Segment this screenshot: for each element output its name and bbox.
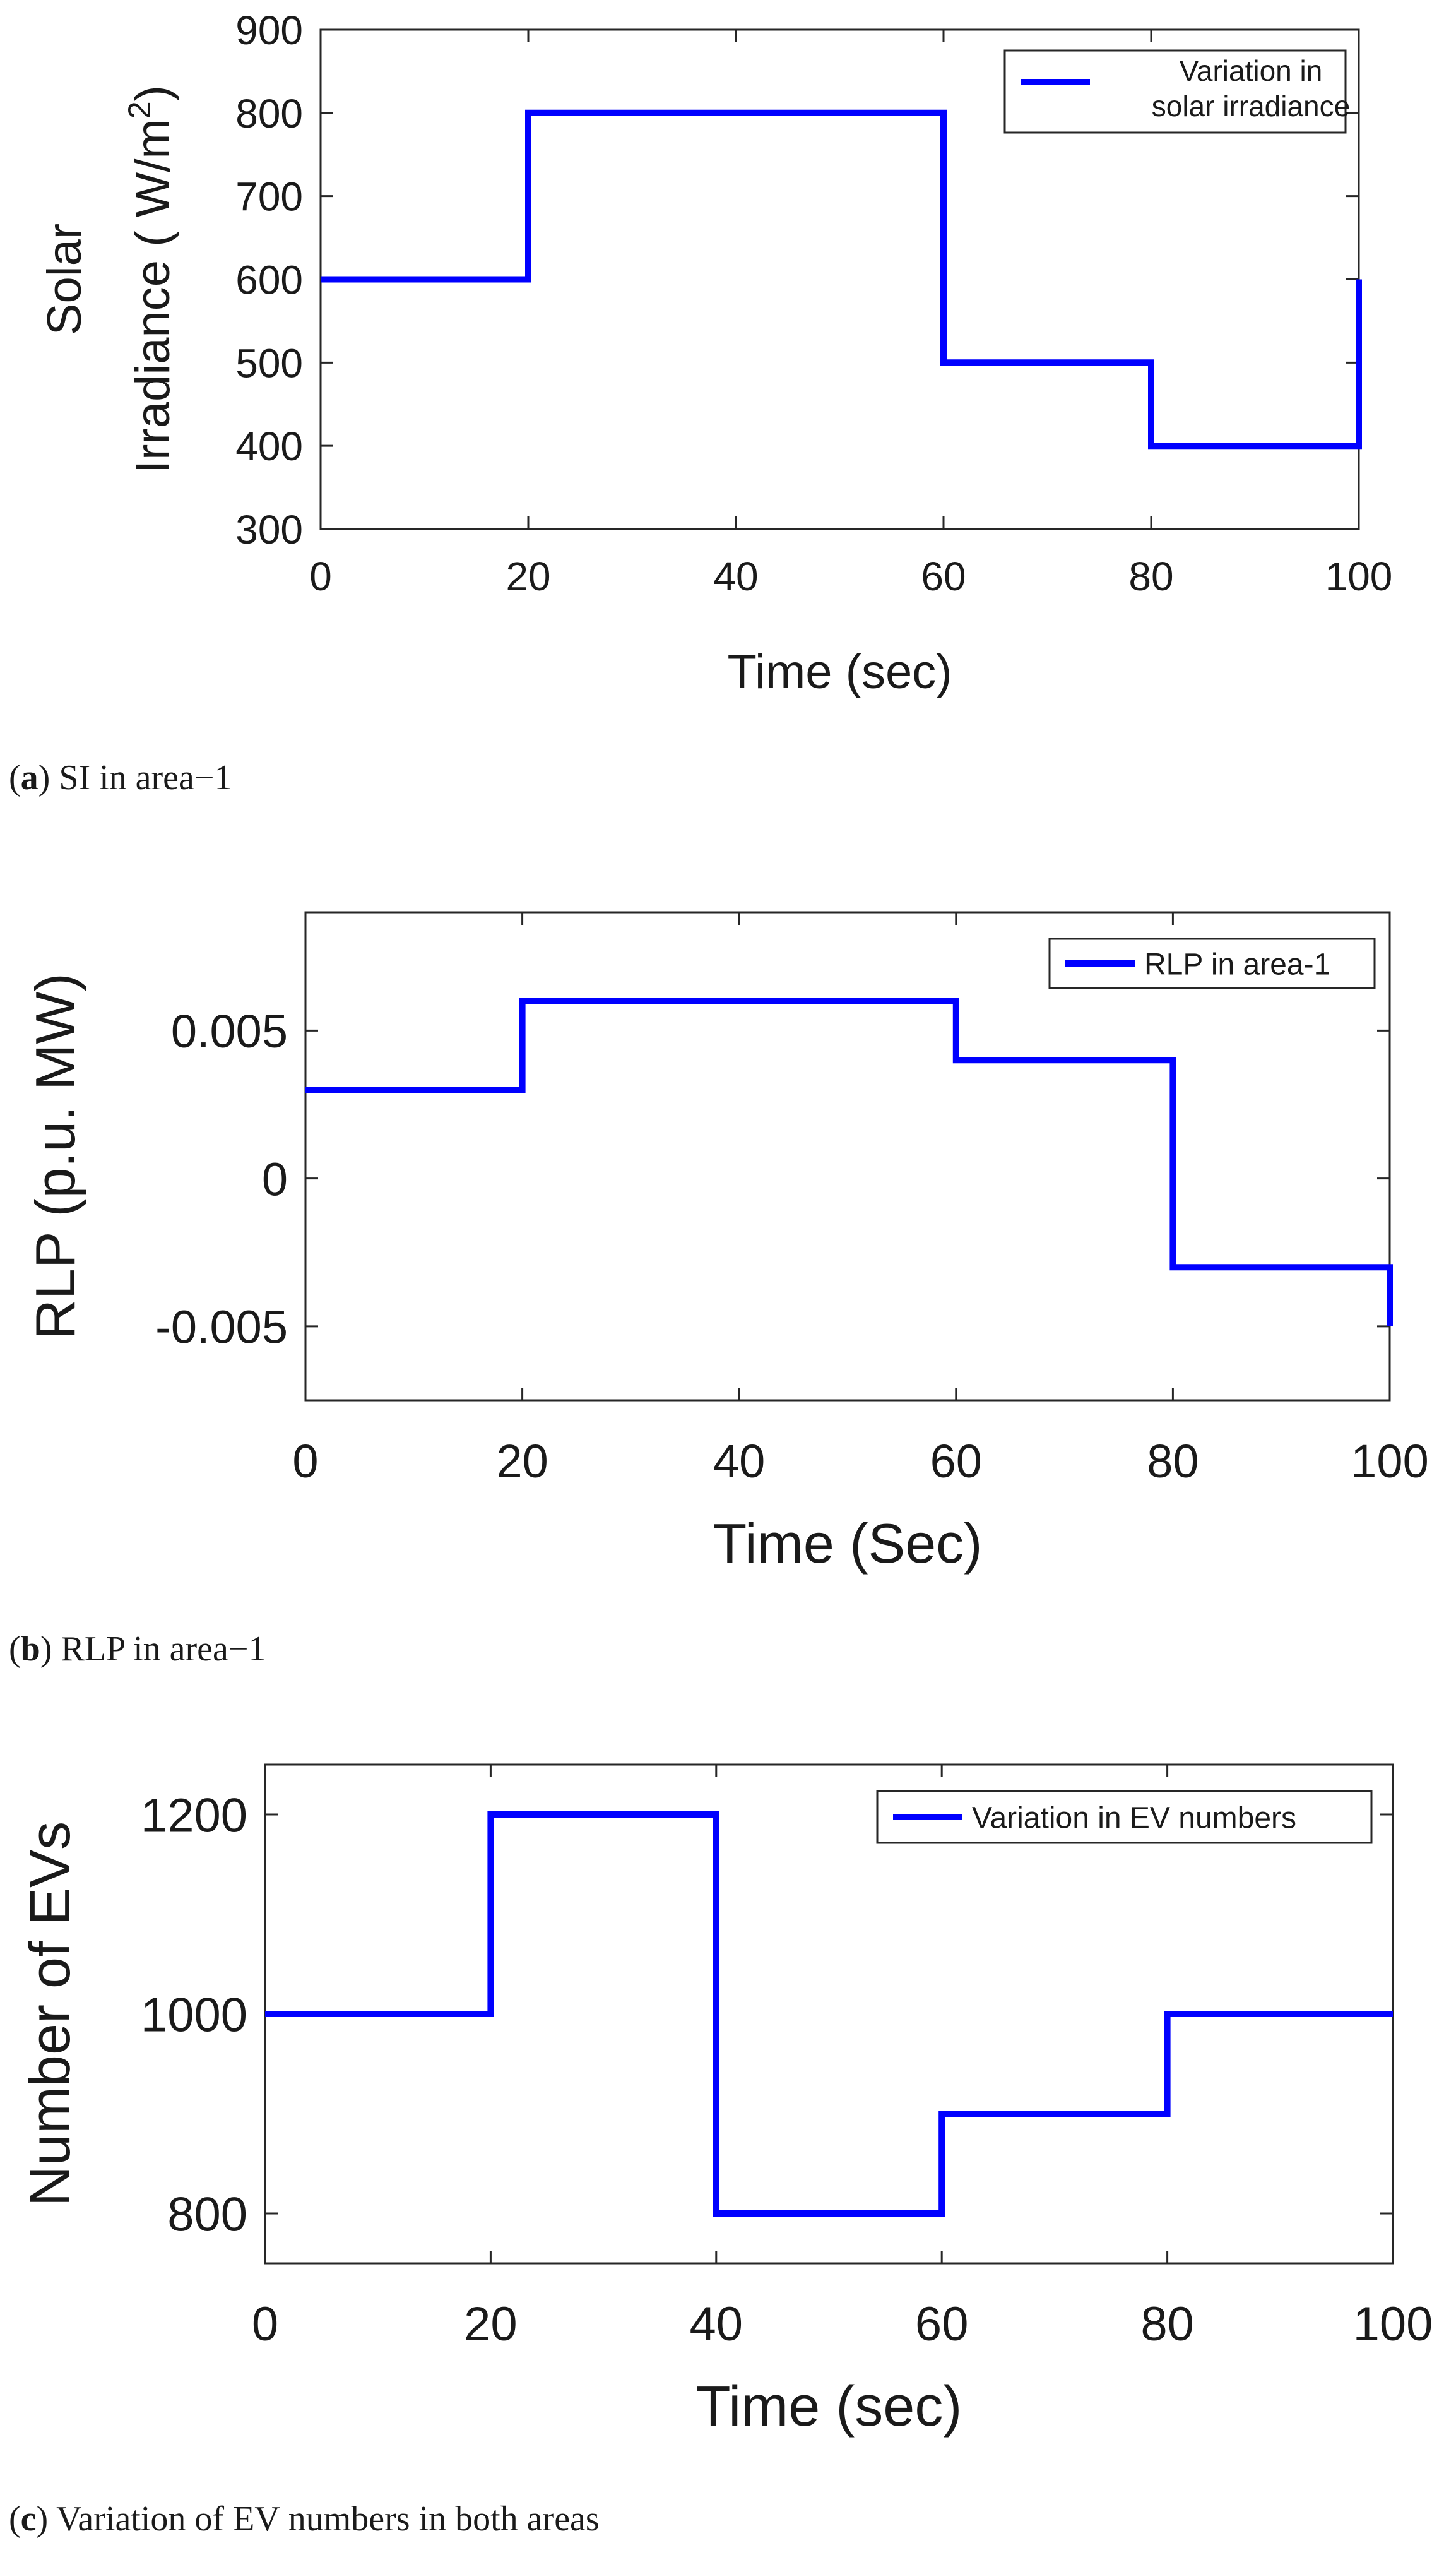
- legend-box: [1003, 49, 1347, 134]
- x-tick-label: 0: [292, 1435, 318, 1487]
- y-tick-label: 600: [235, 258, 303, 303]
- series-line-0: [321, 109, 1362, 450]
- plot-frame: [304, 911, 1391, 1402]
- y-tick-label: 1200: [141, 1789, 247, 1842]
- y-tick-label: 1000: [141, 1988, 247, 2042]
- legend-label: RLP in area-1: [1144, 948, 1330, 981]
- y-tick-label: -0.005: [155, 1301, 288, 1354]
- y-tick-label: 900: [235, 8, 303, 53]
- caption-open: (: [9, 758, 21, 797]
- x-tick-label: 20: [496, 1435, 548, 1487]
- caption-letter: b: [21, 1629, 40, 1669]
- y-axis-label: Number of EVs: [19, 1821, 82, 2207]
- panel-b-rlp: 0 20 40 60 80 100 -0.005 0 0.005 Time (Sec) RLP (p…: [9, 911, 1429, 1669]
- y-tick-label: 800: [167, 2188, 247, 2241]
- y-axis-label-close: ): [126, 85, 180, 101]
- x-axis-label: Time (sec): [696, 2375, 962, 2438]
- y-axis-label: RLP (p.u. MW): [24, 973, 86, 1339]
- y-axis-label-line1: Solar: [38, 223, 92, 335]
- panel-caption: (c) Variation of EV numbers in both area…: [9, 2499, 600, 2539]
- panel-c-ev-numbers: 0 20 40 60 80 100 800 1000 1200 Time (sec) Number …: [9, 1763, 1433, 2539]
- panel-caption: (b) RLP in area−1: [9, 1629, 266, 1669]
- y-tick-label: 700: [235, 174, 303, 220]
- caption-letter: c: [21, 2499, 37, 2539]
- panel-caption: (a) SI in area−1: [9, 758, 232, 797]
- x-tick-label: 40: [713, 1435, 765, 1487]
- y-tick-label: 0.005: [171, 1005, 288, 1057]
- caption-text: RLP in area−1: [61, 1629, 266, 1669]
- caption-close: ): [37, 2499, 57, 2539]
- y-axis-label-unit: Irradiance ( W/m: [126, 119, 180, 473]
- y-tick-label: 300: [235, 507, 303, 552]
- x-tick-label: 60: [930, 1435, 982, 1487]
- y-axis-label-superscript: 2: [122, 101, 157, 119]
- y-tick-label: 0: [262, 1153, 288, 1205]
- x-tick-label: 100: [1325, 554, 1393, 599]
- caption-letter: a: [21, 758, 38, 797]
- y-axis-label-line2: Irradiance ( W/m2): [122, 85, 180, 473]
- x-tick-label: 40: [690, 2297, 743, 2351]
- x-tick-label: 60: [921, 554, 966, 599]
- panel-a-solar-irradiance: 0 20 40 60 80 100 300 400 500 600 700 800 900 Time (s…: [9, 8, 1392, 797]
- series-line-0: [305, 998, 1393, 1326]
- x-tick-label: 0: [309, 554, 332, 599]
- x-tick-label: 80: [1140, 2297, 1194, 2351]
- y-tick-label: 400: [235, 424, 303, 469]
- x-tick-label: 20: [464, 2297, 518, 2351]
- x-tick-label: 60: [915, 2297, 969, 2351]
- caption-open: (: [9, 1629, 21, 1669]
- x-tick-label: 100: [1353, 2297, 1433, 2351]
- caption-close: ): [38, 758, 59, 797]
- x-axis-label: Time (Sec): [713, 1512, 983, 1575]
- x-tick-label: 20: [506, 554, 550, 599]
- caption-text: Variation of EV numbers in both areas: [56, 2499, 600, 2539]
- x-tick-label: 80: [1147, 1435, 1199, 1487]
- y-tick-label: 800: [235, 91, 303, 136]
- x-tick-label: 40: [713, 554, 758, 599]
- caption-text: SI in area−1: [59, 758, 232, 797]
- x-tick-label: 100: [1351, 1435, 1428, 1487]
- caption-close: ): [40, 1629, 61, 1669]
- x-axis-label: Time (sec): [727, 645, 952, 699]
- legend-label: Variation in: [1180, 54, 1323, 87]
- legend-label: Variation in EV numbers: [972, 1801, 1296, 1835]
- y-tick-label: 500: [235, 340, 303, 386]
- x-tick-label: 0: [252, 2297, 278, 2351]
- x-tick-label: 80: [1128, 554, 1173, 599]
- series-line-0: [265, 1811, 1393, 2217]
- caption-open: (: [9, 2499, 21, 2539]
- legend-label: solar irradiance: [1152, 90, 1350, 122]
